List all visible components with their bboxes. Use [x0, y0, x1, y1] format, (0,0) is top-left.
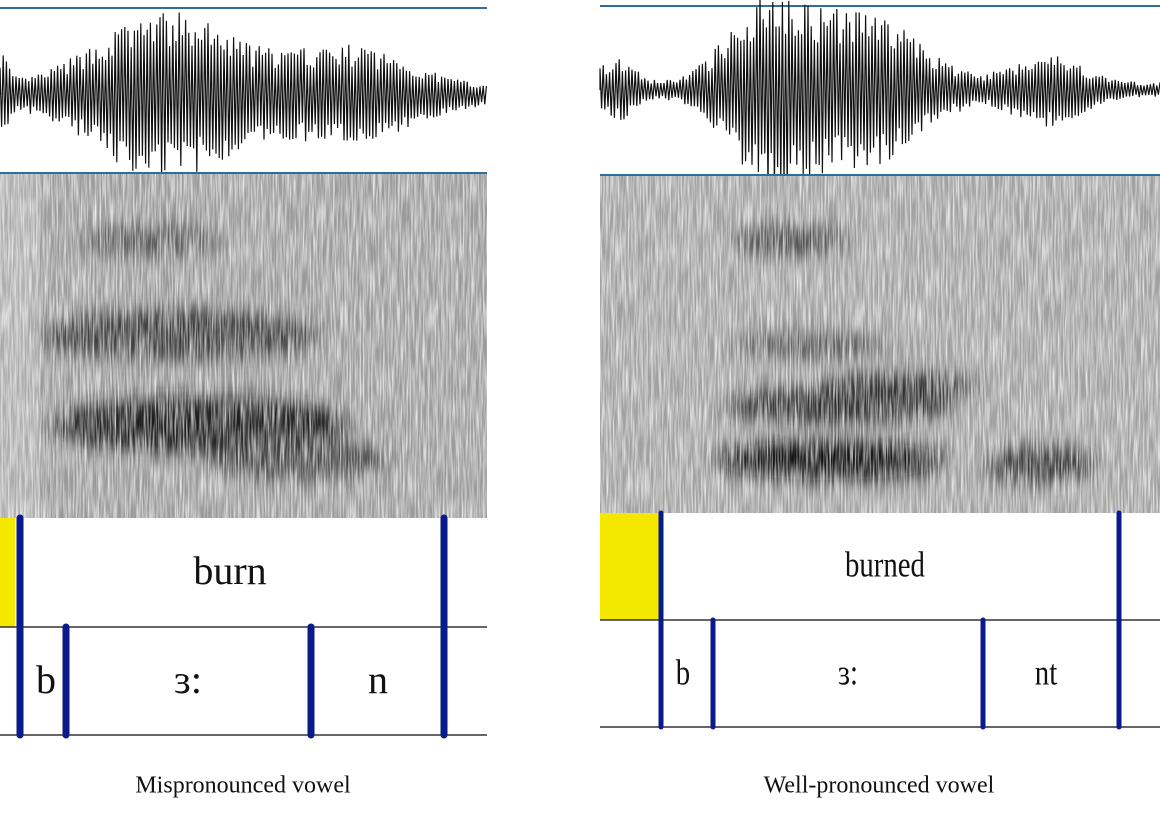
waveform-trace — [599, 0, 1160, 191]
spectrogram-noise — [600, 176, 1160, 513]
left-panel: burn b ɜ: n Mispronounced vowel — [0, 7, 487, 799]
spectrogram — [0, 174, 487, 518]
phone-label: ɜ: — [838, 653, 858, 693]
phone-label: b — [36, 657, 56, 702]
waveform — [599, 0, 1160, 191]
silence — [0, 174, 40, 518]
waveform-trace — [0, 12, 487, 176]
caption: Well-pronounced vowel — [764, 773, 995, 799]
boundaries — [658, 510, 1122, 730]
word-label: burn — [193, 548, 266, 593]
right-panel: burned b ɜ: nt Well-pronounced vowel — [599, 0, 1160, 799]
spectrogram-noise — [0, 174, 487, 518]
caption: Mispronounced vowel — [135, 773, 351, 799]
phone-label: n — [368, 657, 388, 702]
boundaries — [16, 514, 448, 739]
word-label: burned — [845, 545, 925, 585]
waveform — [0, 12, 487, 176]
phone-label: nt — [1035, 653, 1057, 693]
highlight — [600, 513, 659, 620]
phone-label: ɜ: — [174, 657, 202, 702]
spectrogram — [600, 176, 1160, 513]
phone-label: b — [676, 653, 690, 693]
highlight — [0, 518, 15, 627]
